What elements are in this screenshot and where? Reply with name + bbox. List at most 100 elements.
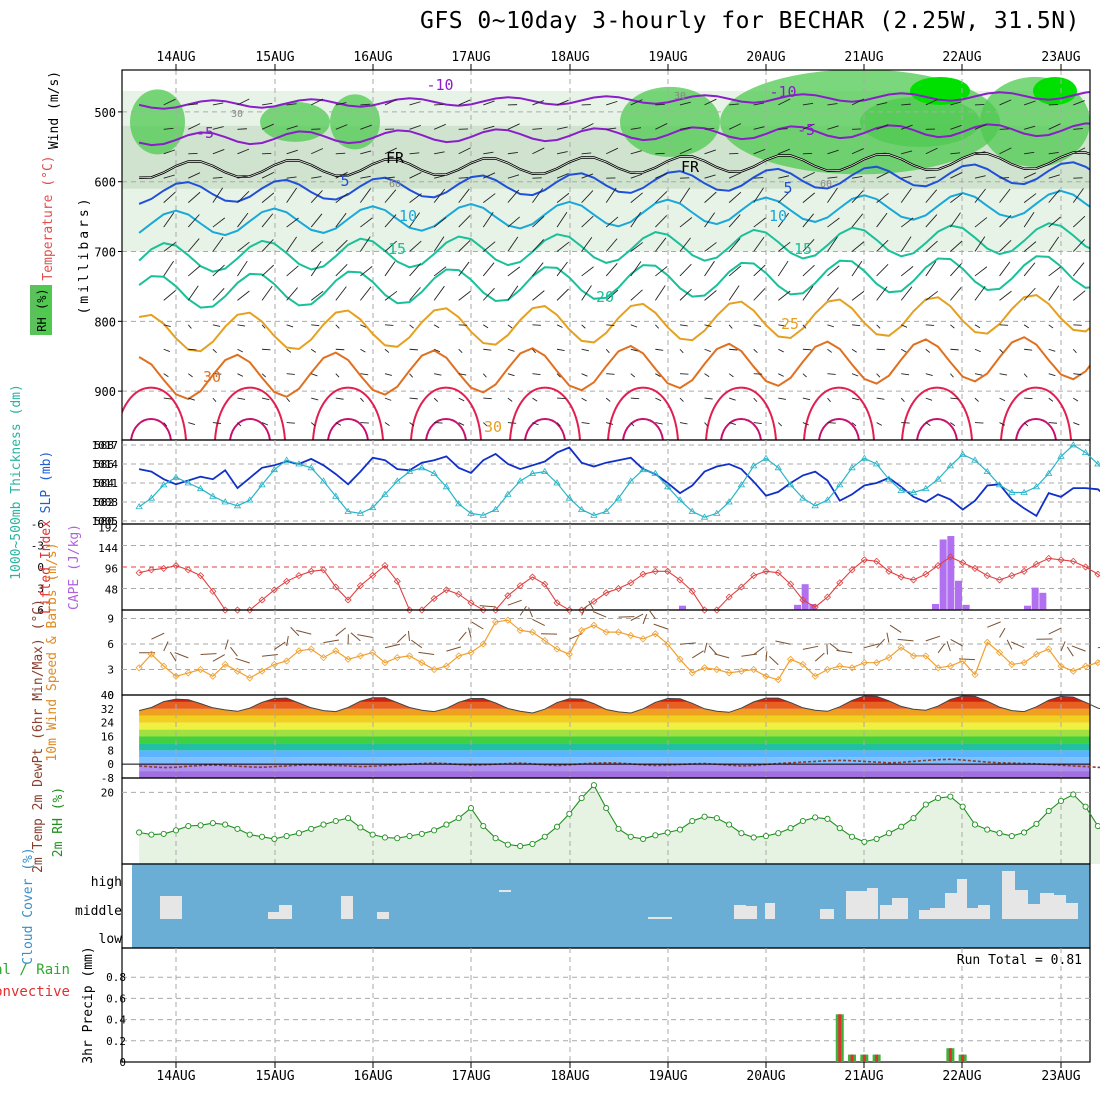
thickness-marker	[1008, 488, 1016, 495]
wind-barb	[556, 211, 568, 228]
rh-marker	[836, 825, 843, 832]
wind-barb	[507, 285, 519, 301]
thickness-marker	[528, 469, 537, 476]
wind-barb	[482, 422, 488, 427]
wind-barb	[950, 324, 955, 329]
li-marker	[799, 596, 807, 604]
wind-barb	[581, 173, 594, 179]
10m-wind-barb	[169, 651, 177, 662]
wind-barb	[876, 124, 889, 130]
rh-marker	[406, 833, 413, 840]
wind-barb	[999, 188, 1011, 203]
wind-barb	[532, 188, 544, 203]
wind-barb	[212, 126, 224, 130]
cloud-block	[648, 917, 672, 919]
wind-barb	[556, 373, 561, 378]
thickness-marker	[590, 511, 598, 518]
10m-wind-barb	[648, 609, 656, 620]
10m-wind-barb	[212, 654, 226, 662]
wind-barb	[163, 127, 174, 130]
wind-barb	[876, 239, 889, 252]
wind-barb	[311, 324, 320, 327]
top-date-label: 22AUG	[942, 50, 981, 65]
wind-barb	[556, 261, 568, 277]
contour-label: 30	[674, 91, 686, 102]
temp-band	[139, 771, 1090, 778]
wind-barb	[925, 240, 938, 252]
thickness-marker	[442, 483, 451, 490]
wind-barb	[532, 128, 543, 130]
hot-contour	[229, 418, 271, 440]
rh-marker	[935, 795, 942, 802]
wind-barb	[482, 262, 495, 277]
wind-barb	[335, 102, 347, 106]
wind-barb	[212, 373, 222, 375]
hot-contour	[1000, 386, 1072, 440]
thickness-marker	[946, 462, 955, 469]
rh-marker	[652, 832, 659, 839]
wind-barb	[433, 188, 446, 203]
wind-barb	[532, 373, 541, 376]
wind-barb	[507, 123, 520, 130]
thickness-marker	[995, 481, 1004, 488]
wind-barb	[1073, 422, 1080, 426]
wind-barb	[384, 373, 392, 376]
wind-barb	[728, 191, 742, 203]
wind-panel: 0 3 6 9 10m Wind Speed & Barbs (m/s)	[45, 542, 1100, 762]
precip-tick-label: 0	[119, 1056, 126, 1069]
cloud-block	[341, 896, 353, 919]
rh-marker	[566, 810, 573, 817]
rh-marker	[713, 815, 720, 822]
wind-barb	[507, 266, 521, 277]
slp-tick-label: 1005	[92, 515, 119, 528]
wind-barb	[433, 236, 445, 252]
wind-barb	[286, 217, 299, 228]
slp-thickness-panel: 580 582 584 586 588 1005 1008 1011 1014 1017 1000~…	[9, 384, 1100, 580]
wind-barb	[335, 171, 348, 179]
wind-barb	[310, 290, 324, 301]
wind-barb	[212, 237, 224, 252]
li-marker	[221, 606, 229, 614]
wind-barb	[212, 187, 224, 203]
wind-barb	[1073, 290, 1086, 301]
wind-barb	[704, 348, 711, 352]
bottom-date-label: 18AUG	[550, 1069, 589, 1084]
wind-barb	[507, 324, 513, 329]
li-marker	[873, 557, 881, 565]
wind-barb	[556, 241, 570, 252]
wind-barb	[237, 324, 246, 327]
cloud-block	[1028, 904, 1040, 919]
rh-marker	[848, 833, 856, 840]
rh-marker	[529, 840, 536, 847]
wind-barb	[532, 397, 538, 402]
cloud-block	[919, 910, 930, 919]
wind-marker	[639, 635, 647, 643]
rh-bright-patch	[1033, 76, 1077, 105]
wind-barb	[237, 397, 246, 400]
wind-barb	[679, 101, 691, 106]
wind-barb	[999, 290, 1012, 301]
wind-barb	[704, 242, 717, 252]
wind-barb	[1023, 373, 1028, 378]
rh-marker	[898, 823, 905, 830]
wind-barb	[974, 397, 979, 402]
wind-barb	[360, 373, 369, 376]
li-marker	[737, 583, 745, 591]
isotherm--10	[138, 91, 1090, 110]
thickness-marker	[1069, 441, 1077, 448]
wind-barb	[606, 100, 618, 106]
wind-barb	[384, 290, 398, 301]
rh-marker	[910, 815, 917, 822]
precip-panel: 0 0.2 0.4 0.6 0.8 Run Total = 0.81 3hr Precip …	[0, 946, 1091, 1069]
wind-barb	[556, 173, 569, 179]
thickness-marker	[860, 454, 869, 461]
thickness-marker	[872, 460, 881, 467]
thickness-marker	[184, 479, 192, 486]
wind-barb	[187, 285, 199, 301]
thickness-marker	[467, 509, 475, 516]
wind-barb	[482, 373, 487, 378]
pressure-tick-label: 800	[94, 315, 116, 329]
thickness-marker	[688, 507, 696, 514]
thickness-marker	[1057, 452, 1065, 459]
wind-barb	[679, 324, 688, 327]
